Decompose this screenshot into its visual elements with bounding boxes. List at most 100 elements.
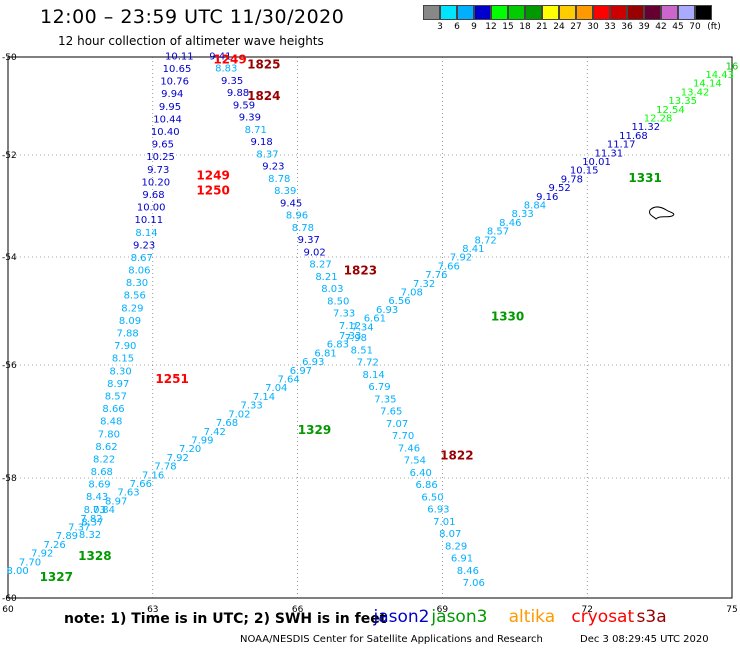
wave-height-value: 7.68	[216, 418, 238, 429]
wave-height-value: 7.06	[463, 578, 485, 589]
wave-height-value: 6.93	[302, 357, 324, 368]
scale-label: 9	[471, 22, 477, 32]
wave-height-value: 7.70	[392, 431, 414, 442]
pass-number-label: 1250	[196, 184, 229, 198]
scale-label: 24	[553, 22, 565, 32]
wave-height-value: 12.54	[656, 105, 685, 116]
scale-swatch	[644, 5, 661, 20]
wave-height-value: 6.93	[376, 305, 398, 316]
scale-label: 70	[689, 22, 701, 32]
wave-height-value: 6.56	[388, 296, 410, 307]
wave-height-value: 7.80	[98, 429, 120, 440]
wave-height-value: 13.42	[681, 87, 710, 98]
satellite-legend-altika: altika	[508, 607, 556, 627]
scale-swatch	[695, 5, 712, 20]
latitude-tick-label: -52	[2, 151, 17, 161]
pass-number-label: 1330	[491, 309, 524, 323]
wave-height-value: 9.23	[133, 240, 155, 251]
wave-height-value: 14.43	[705, 70, 734, 81]
wave-height-value: 10.15	[570, 166, 599, 177]
scale-swatch	[559, 5, 576, 20]
island-outline	[649, 206, 675, 220]
wave-height-value: 7.92	[450, 253, 472, 264]
wave-height-value: 8.97	[107, 379, 129, 390]
wave-height-value: 7.32	[413, 279, 435, 290]
credit-text: NOAA/NESDIS Center for Satellite Applica…	[240, 634, 543, 645]
wave-height-value: 8.96	[286, 211, 308, 222]
wave-height-value: 8.37	[256, 149, 278, 160]
wave-height-value: 11.17	[607, 140, 636, 151]
wave-height-value: 8.78	[292, 223, 314, 234]
wave-height-value: 7.42	[204, 427, 226, 438]
longitude-tick-label: 60	[2, 605, 14, 615]
wave-height-value: 8.06	[128, 266, 150, 277]
wave-height-value: 9.73	[147, 165, 169, 176]
wave-height-value: 6.79	[368, 382, 390, 393]
wave-height-value: 7.54	[404, 456, 426, 467]
scale-swatch	[610, 5, 627, 20]
map-title: 12:00 – 23:59 UTC 11/30/2020	[40, 6, 345, 28]
wave-height-value: 8.39	[274, 186, 296, 197]
wave-height-value: 8.84	[524, 200, 546, 211]
scale-swatch	[542, 5, 559, 20]
longitude-tick-label: 66	[292, 605, 304, 615]
wave-height-value: 7.76	[425, 270, 447, 281]
latitude-tick-label: -60	[2, 594, 17, 604]
wave-height-value: 8.21	[315, 272, 337, 283]
longitude-tick-label: 69	[437, 605, 449, 615]
scale-label: 27	[570, 22, 582, 32]
wave-height-value: 7.88	[117, 329, 139, 340]
wave-height-value: 7.20	[179, 444, 201, 455]
wave-height-value: 8.46	[457, 566, 479, 577]
satellite-legend-jason2: jason2	[373, 607, 430, 627]
pass-number-label: 1327	[40, 570, 73, 584]
pass-number-label: 1328	[78, 549, 111, 563]
wave-height-value: 10.40	[151, 127, 180, 138]
wave-height-value: 7.46	[398, 443, 420, 454]
generation-timestamp: Dec 3 08:29:45 UTC 2020	[580, 634, 709, 645]
wave-height-value: 10.20	[142, 177, 171, 188]
wave-height-value: 9.94	[161, 89, 183, 100]
wave-height-value: 8.22	[93, 454, 115, 465]
pass-number-label: 1822	[440, 448, 473, 462]
wave-height-value: 7.66	[130, 479, 152, 490]
wave-height-value: 8.50	[327, 296, 349, 307]
wave-height-value: 8.14	[135, 228, 157, 239]
wave-height-value: 8.14	[362, 370, 384, 381]
scale-label: 3	[437, 22, 443, 32]
wave-height-value: 8.51	[351, 345, 373, 356]
wave-height-value: 7.08	[401, 288, 423, 299]
wave-height-value: 9.02	[304, 247, 326, 258]
wave-height-value: 7.16	[142, 470, 164, 481]
scale-label: 42	[655, 22, 667, 32]
scale-label: 12	[485, 22, 497, 32]
wave-height-value: 8.62	[95, 442, 117, 453]
footer-credit: NOAA/NESDIS Center for Satellite Applica…	[240, 634, 709, 645]
scale-swatch	[627, 5, 644, 20]
wave-height-value: 6.50	[421, 492, 443, 503]
wave-height-value: 8.48	[100, 417, 122, 428]
wave-height-value: 10.76	[160, 77, 189, 88]
satellite-legend-jason3: jason3	[431, 607, 488, 627]
pass-number-label: 1331	[628, 171, 661, 185]
wave-height-value: 8.83	[215, 64, 237, 75]
wave-height-value: 10.44	[153, 114, 182, 125]
wave-height-value: 13.35	[668, 96, 697, 107]
wave-height-value: 9.41	[209, 51, 231, 62]
scale-label: 15	[502, 22, 514, 32]
wave-height-value: 8.00	[7, 566, 29, 577]
wave-height-value: 8.37	[81, 517, 103, 528]
pass-number-label: 1825	[247, 57, 280, 71]
pass-number-label: 1823	[344, 264, 377, 278]
wave-height-value: 8.46	[499, 218, 521, 229]
wave-height-value: 14.14	[693, 79, 722, 90]
map-subtitle: 12 hour collection of altimeter wave hei…	[58, 34, 324, 48]
wave-height-value: 9.18	[250, 137, 272, 148]
wave-height-value: 8.07	[439, 529, 461, 540]
latitude-tick-label: -54	[2, 253, 17, 263]
wave-height-value: 7.72	[357, 358, 379, 369]
wave-height-value: 10.01	[582, 157, 611, 168]
wave-height-value: 7.04	[265, 383, 287, 394]
scale-label: 36	[621, 22, 633, 32]
wave-height-value: 9.78	[561, 174, 583, 185]
